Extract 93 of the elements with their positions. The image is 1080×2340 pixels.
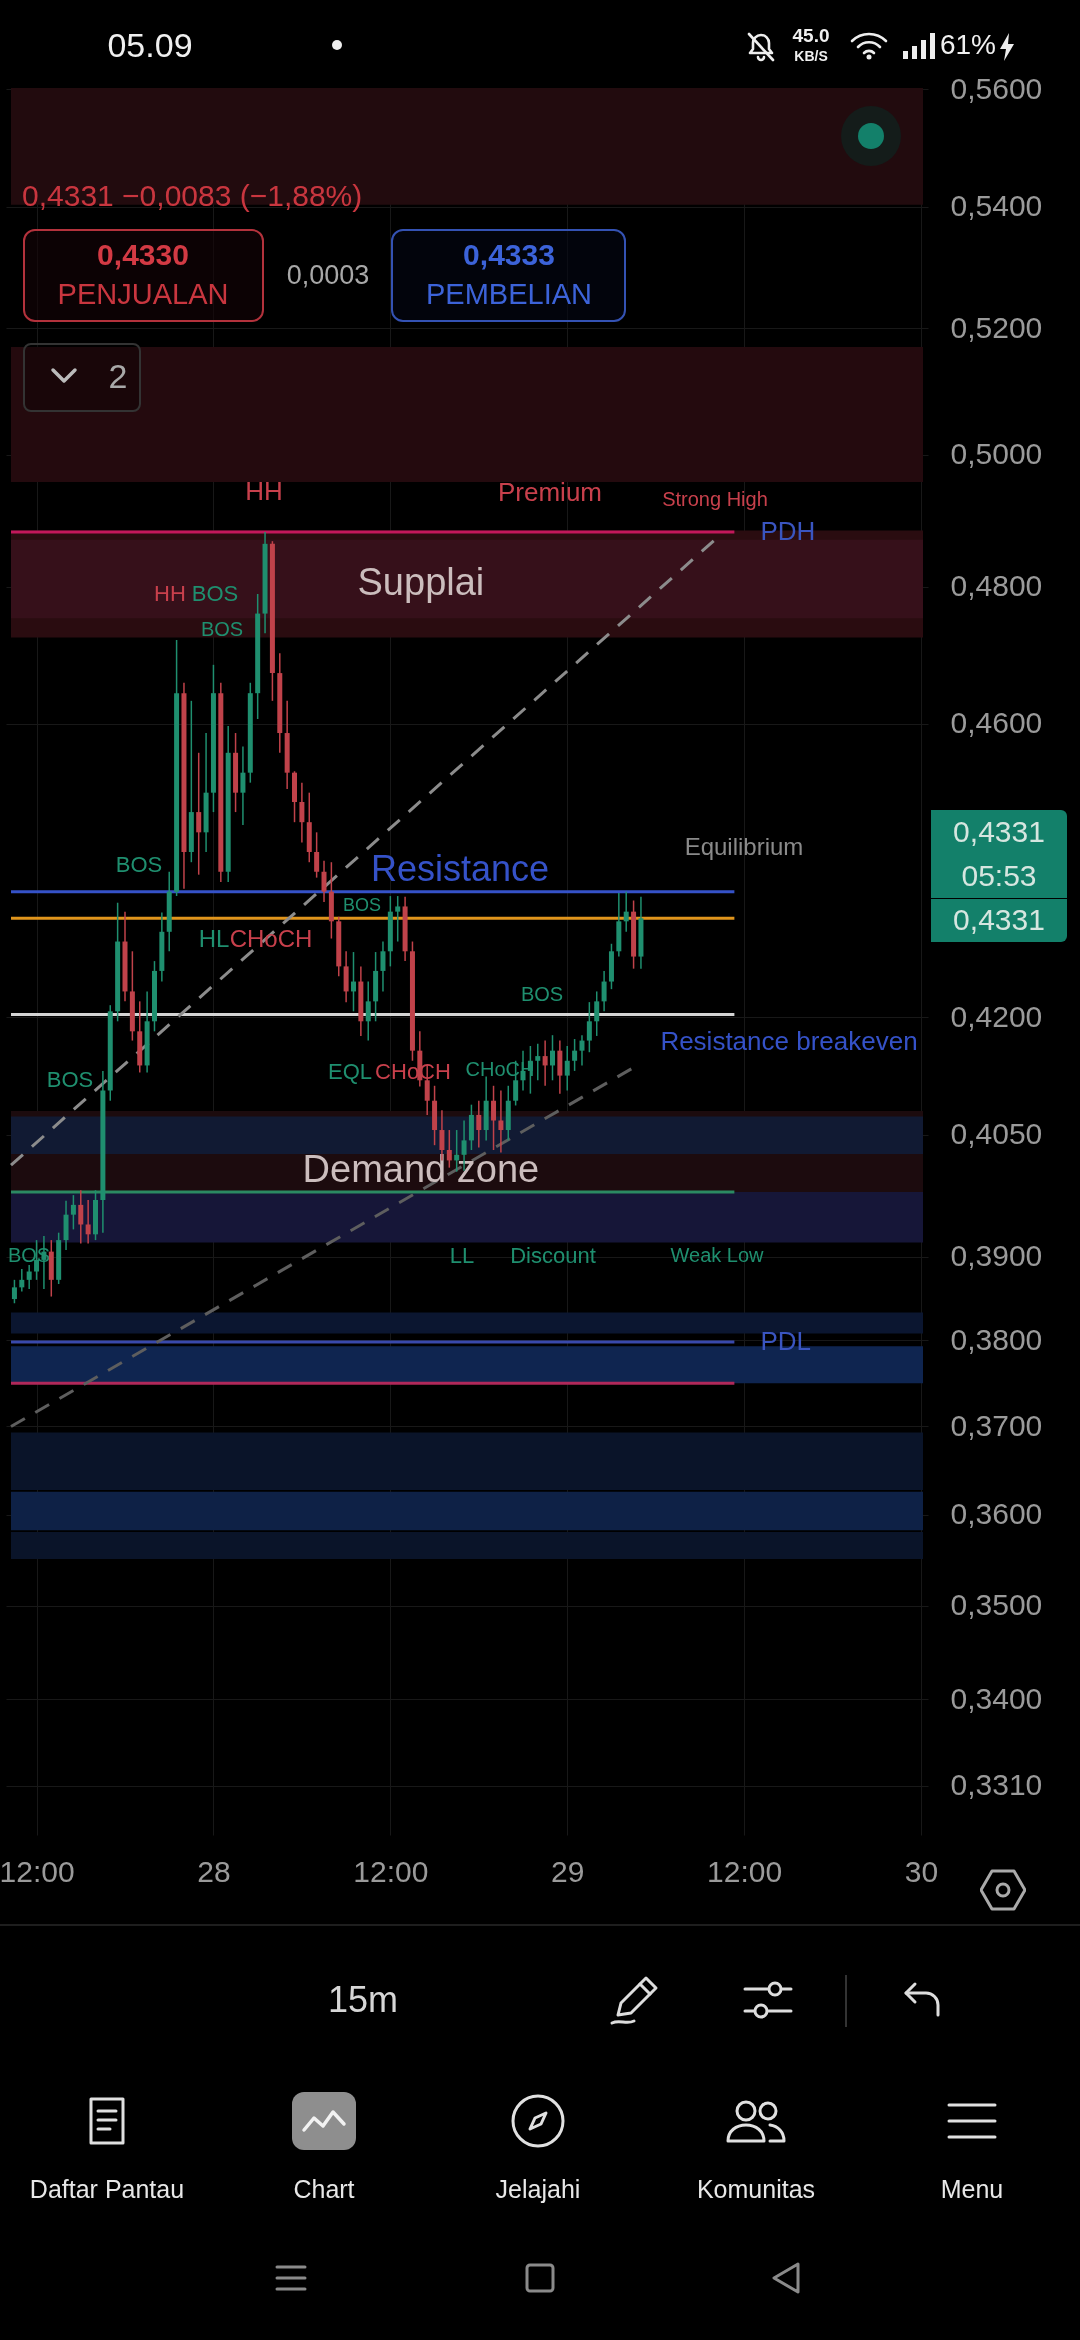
annotation: 0,4330 [97,238,189,271]
annotation: Strong High [662,488,768,510]
text: 05:53 [961,859,1037,892]
y-tick-label: 0,3800 [950,1322,1043,1356]
candlestick [196,752,202,876]
candlestick [85,1199,91,1245]
x-tick-label: 12:00 [0,1854,75,1888]
y-tick-label: 0,5000 [950,437,1043,471]
candlestick [594,990,600,1037]
candlestick [623,890,629,933]
y-tick-label: 0,3600 [950,1497,1043,1531]
text: 45.0 [792,24,830,46]
candlestick [446,1129,452,1169]
y-tick-label: 0,5400 [950,189,1043,222]
text: KB/S [794,48,828,64]
candlestick [78,1189,84,1245]
annotation: HH [245,476,283,506]
text: Menu [940,2174,1004,2203]
annotation: BOS [342,895,382,915]
annotation: PENJUALAN [57,277,229,310]
candlestick [550,1034,555,1082]
annotation: BOS [46,1067,94,1092]
y-tick-label: 0,5200 [950,310,1043,344]
y-tick-label: 0,3700 [950,1408,1043,1442]
candlestick [586,1001,592,1053]
text: 15m [327,1979,399,2020]
candlestick [321,860,327,903]
annotation: Resistance [370,848,550,889]
text: Jelajahi [495,2174,581,2203]
annotation: HH [154,581,186,606]
candlestick [314,831,320,879]
candlestick [395,895,401,943]
candlestick [365,980,371,1042]
candlestick [299,781,305,844]
y-tick-label: 0,4800 [950,569,1043,603]
text: 0,4331 [953,815,1045,848]
candlestick [498,1089,504,1154]
candlestick [601,970,607,1013]
text: Chart [293,2174,355,2203]
y-tick-label: 0,5600 [950,71,1043,105]
candlestick [476,1099,482,1149]
annotation: BOS [520,983,564,1005]
ref-line-label: PDL [760,1326,811,1357]
annotation: BOS [200,618,244,640]
annotation: BOS [191,581,239,606]
annotation: CHoCH [229,925,313,952]
annotation: Equilibrium [684,833,804,860]
x-tick-label: 28 [197,1854,231,1888]
candlestick [11,1279,17,1305]
annotation: 0,4333 [463,238,555,271]
candlestick [579,1034,585,1067]
y-tick-label: 0,4200 [950,999,1043,1033]
annotation: EQL [327,1059,373,1084]
annotation: LL [449,1243,475,1268]
annotation: 0,0003 [286,259,370,290]
x-tick-label: 12:00 [353,1854,429,1888]
candlestick [491,1085,497,1151]
annotation: BOS [115,852,163,877]
candlestick [564,1045,570,1092]
candlestick [542,1039,548,1087]
y-tick-label: 0,4050 [950,1117,1043,1151]
annotation: Premium [497,477,603,507]
candlestick [380,940,386,993]
annotation: Resistance breakeven [660,1026,918,1056]
candlestick [350,951,356,1013]
annotation: HL [198,925,230,952]
candlestick [19,1268,25,1293]
candlestick [535,1042,541,1082]
y-tick-label: 0,4600 [950,706,1043,740]
annotation: Discount [510,1243,596,1268]
x-tick-label: 30 [904,1854,939,1888]
band-label: Demand zone [302,1148,540,1191]
y-tick-label: 0,3310 [950,1768,1043,1802]
annotation: Weak Low [670,1244,765,1266]
candlestick [70,1194,76,1231]
text: Daftar Pantau [29,2174,185,2203]
annotation: PEMBELIAN [426,277,592,310]
candlestick [572,1038,578,1072]
band-label: Supplai [357,560,485,603]
text: 61% [939,29,997,60]
y-tick-label: 0,3900 [950,1239,1043,1273]
candlestick [26,1264,32,1290]
text: 05.09 [107,26,193,64]
text: 0,4331 [953,903,1045,936]
text: Komunitas [696,2174,816,2203]
y-tick-label: 0,3400 [950,1681,1043,1715]
y-tick-label: 0,3500 [950,1588,1043,1622]
annotation: 0,4331 −0,0083 (−1,88%) [22,179,363,212]
candlestick [240,745,246,826]
ref-line-label: PDH [760,515,816,546]
annotation: 2 [108,357,128,395]
x-tick-label: 29 [551,1854,585,1888]
x-tick-label: 12:00 [707,1854,783,1888]
